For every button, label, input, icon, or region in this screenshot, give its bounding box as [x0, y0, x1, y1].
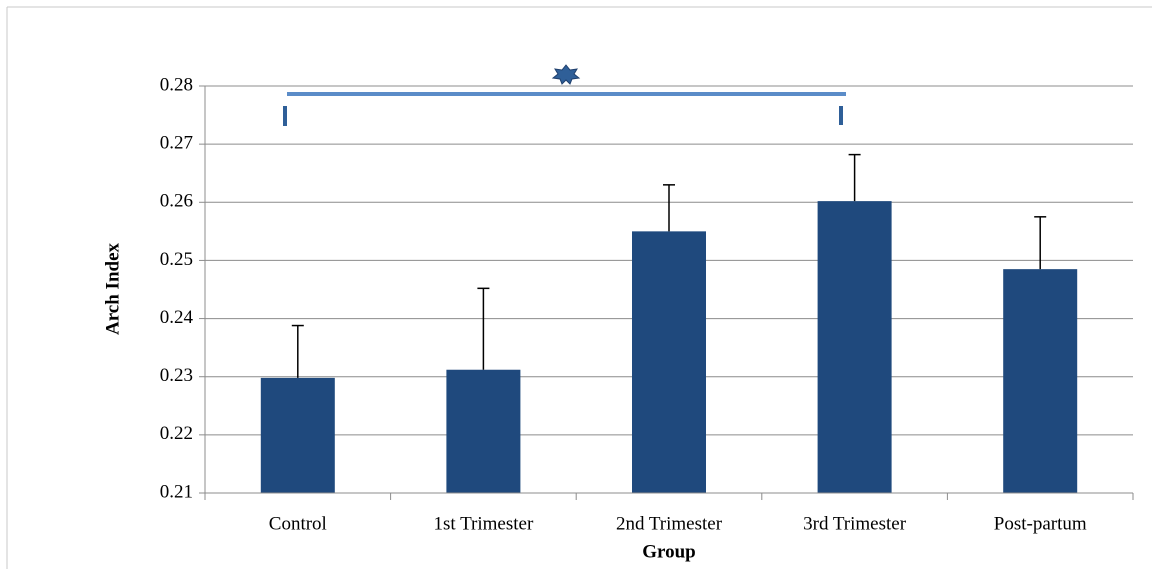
y-tick-label: 0.28 [160, 74, 193, 95]
bar [446, 369, 521, 493]
bar [1003, 269, 1078, 493]
x-tick-label: 2nd Trimester [616, 513, 723, 534]
y-tick-label: 0.26 [160, 191, 193, 212]
x-tick-label: 1st Trimester [434, 513, 534, 534]
y-tick-label: 0.22 [160, 423, 193, 444]
y-tick-label: 0.25 [160, 249, 193, 270]
bar [817, 201, 892, 493]
y-tick-label: 0.24 [160, 307, 194, 328]
bar [260, 377, 335, 493]
bar [632, 231, 706, 493]
x-tick-label: 3rd Trimester [803, 513, 907, 534]
significance-bracket [283, 64, 846, 126]
y-tick-label: 0.21 [160, 481, 193, 502]
y-tick-label: 0.27 [160, 133, 193, 154]
x-tick-label: Post-partum [994, 513, 1087, 534]
y-tick-label: 0.23 [160, 365, 193, 386]
x-tick-label: Control [269, 513, 327, 534]
x-axis-label: Group [642, 541, 696, 562]
y-axis-label: Arch Index [102, 242, 123, 335]
